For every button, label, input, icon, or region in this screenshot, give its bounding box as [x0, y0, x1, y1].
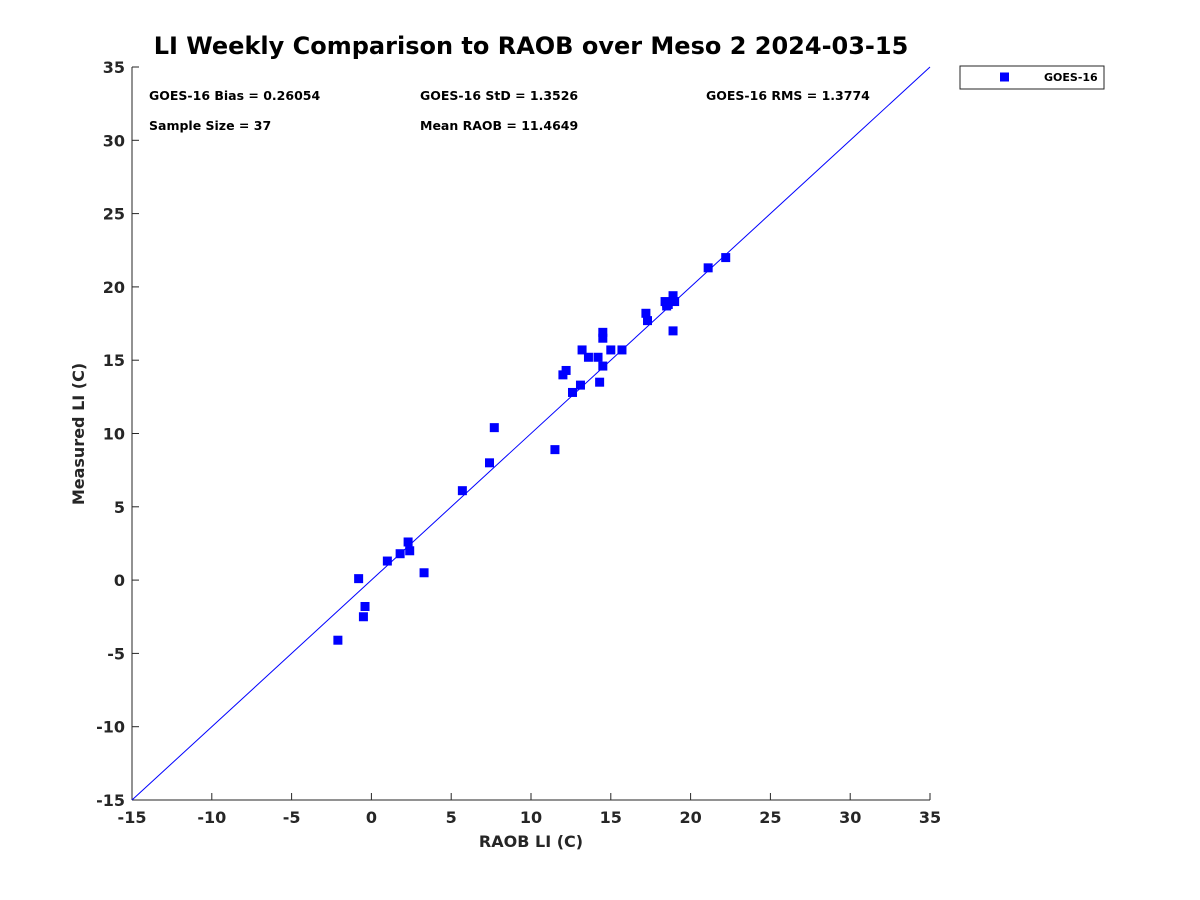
- x-tick-label: 20: [679, 808, 701, 827]
- chart-title: LI Weekly Comparison to RAOB over Meso 2…: [154, 32, 909, 60]
- y-tick-label: 35: [103, 58, 125, 77]
- data-point: [721, 253, 731, 263]
- data-point: [595, 377, 605, 387]
- y-tick-label: 5: [114, 498, 125, 517]
- data-point: [354, 574, 364, 584]
- data-point: [583, 352, 593, 362]
- x-tick-label: -15: [118, 808, 147, 827]
- data-point: [457, 486, 467, 496]
- x-axis-label: RAOB LI (C): [479, 832, 583, 851]
- x-tick-label: 5: [446, 808, 457, 827]
- data-point: [598, 361, 608, 371]
- stat-std: GOES-16 StD = 1.3526: [420, 88, 578, 103]
- x-tick-label: 15: [600, 808, 622, 827]
- x-tick-label: 10: [520, 808, 542, 827]
- data-point: [668, 326, 678, 336]
- data-point: [561, 365, 571, 375]
- data-point: [333, 635, 343, 645]
- scatter-points: [333, 253, 731, 645]
- data-point: [382, 556, 392, 566]
- legend-marker-square: [1000, 72, 1009, 82]
- y-axis-label: Measured LI (C): [69, 363, 88, 505]
- legend-box: [959, 65, 1105, 90]
- legend: GOES-16: [959, 65, 1105, 90]
- y-ticks: -15 -10 -5 0 5 10 15 20 25 30 35: [96, 58, 139, 810]
- reference-line-1to1: [131, 66, 931, 801]
- data-point: [703, 263, 713, 273]
- y-tick-label: 25: [103, 205, 125, 224]
- x-tick-label: -10: [197, 808, 226, 827]
- data-point: [550, 445, 560, 455]
- data-point: [360, 601, 370, 611]
- x-tick-label: -5: [283, 808, 301, 827]
- data-point: [395, 549, 405, 559]
- y-tick-label: -5: [107, 644, 125, 663]
- y-tick-label: -15: [96, 791, 125, 810]
- y-tick-label: 20: [103, 278, 125, 297]
- data-point: [419, 568, 429, 578]
- x-tick-label: 25: [759, 808, 781, 827]
- legend-label: GOES-16: [1044, 71, 1098, 84]
- data-point: [598, 327, 608, 337]
- x-tick-label: 35: [919, 808, 941, 827]
- x-ticks: -15 -10 -5 0 5 10 15 20 25 30 35: [118, 793, 941, 827]
- data-point: [641, 308, 651, 318]
- data-point: [405, 546, 415, 556]
- stat-mean-raob: Mean RAOB = 11.4649: [420, 118, 578, 133]
- data-point: [485, 458, 495, 468]
- stat-sample-size: Sample Size = 37: [149, 118, 271, 133]
- data-point: [670, 297, 680, 307]
- data-point: [577, 345, 587, 355]
- y-tick-label: -10: [96, 718, 125, 737]
- data-point: [593, 352, 603, 362]
- data-point: [662, 298, 672, 308]
- data-point: [606, 345, 616, 355]
- data-point: [567, 387, 577, 397]
- data-point: [358, 612, 368, 622]
- y-tick-label: 15: [103, 351, 125, 370]
- data-point: [403, 537, 413, 547]
- data-point: [617, 345, 627, 355]
- data-point: [575, 380, 585, 390]
- y-tick-label: 0: [114, 571, 125, 590]
- data-point: [489, 423, 499, 433]
- stat-bias: GOES-16 Bias = 0.26054: [149, 88, 320, 103]
- x-tick-label: 0: [366, 808, 377, 827]
- y-tick-label: 10: [103, 425, 125, 444]
- data-point: [668, 291, 678, 301]
- y-tick-label: 30: [103, 131, 125, 150]
- x-tick-label: 30: [839, 808, 861, 827]
- stats-annotations: GOES-16 Bias = 0.26054 GOES-16 StD = 1.3…: [149, 88, 870, 133]
- stat-rms: GOES-16 RMS = 1.3774: [706, 88, 870, 103]
- data-point: [598, 333, 608, 343]
- data-point: [643, 316, 653, 326]
